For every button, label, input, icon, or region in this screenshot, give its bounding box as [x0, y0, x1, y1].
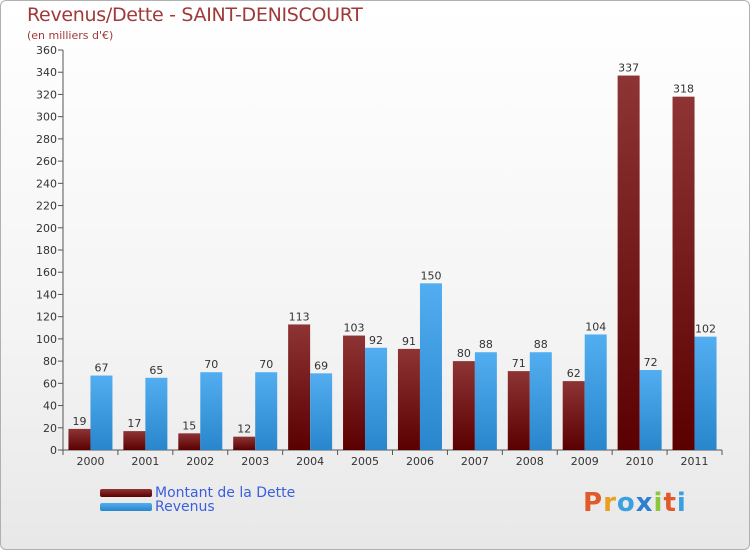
data-label-revenus: 104: [585, 320, 606, 333]
legend-label-revenus: Revenus: [155, 499, 215, 515]
y-tick-label: 140: [36, 288, 57, 301]
proxiti-logo: Proxiti: [583, 488, 687, 518]
data-label-revenus: 69: [314, 359, 328, 372]
x-tick-label: 2002: [186, 455, 214, 468]
data-label-dette: 113: [289, 310, 310, 323]
bar-revenus-2008: [529, 352, 552, 450]
x-tick-label: 2004: [296, 455, 324, 468]
data-label-dette: 17: [127, 417, 141, 430]
data-label-dette: 103: [344, 322, 365, 335]
x-tick-label: 2007: [461, 455, 489, 468]
data-label-revenus: 150: [420, 269, 441, 282]
y-tick-label: 0: [50, 444, 57, 457]
bar-dette-2006: [397, 348, 420, 450]
bar-dette-2008: [507, 371, 530, 450]
x-tick-label: 2003: [241, 455, 269, 468]
y-tick-label: 160: [36, 266, 57, 279]
y-tick-label: 200: [36, 222, 57, 235]
x-tick-label: 2009: [571, 455, 599, 468]
y-tick-label: 260: [36, 155, 57, 168]
bar-revenus-2005: [365, 347, 388, 450]
bar-revenus-2002: [200, 372, 223, 450]
y-tick-label: 40: [43, 400, 57, 413]
x-tick-label: 2000: [76, 455, 104, 468]
bar-dette-2002: [178, 433, 201, 450]
x-tick-label: 2005: [351, 455, 379, 468]
data-label-revenus: 92: [369, 334, 383, 347]
bar-dette-2011: [672, 96, 695, 451]
y-tick-label: 20: [43, 422, 57, 435]
chart-title: Revenus/Dette - SAINT-DENISCOURT: [27, 4, 363, 26]
data-label-dette: 80: [457, 347, 471, 360]
data-label-revenus: 88: [479, 338, 493, 351]
bar-dette-2007: [452, 361, 475, 450]
bar-revenus-2010: [639, 370, 662, 450]
bar-dette-2009: [562, 381, 585, 450]
x-tick-label: 2008: [516, 455, 544, 468]
bar-revenus-2007: [474, 352, 497, 450]
bar-revenus-2003: [255, 372, 278, 450]
y-tick-label: 60: [43, 377, 57, 390]
bar-revenus-2011: [694, 336, 717, 450]
bar-revenus-2001: [145, 377, 168, 450]
x-tick-label: 2001: [131, 455, 159, 468]
chart-subtitle: (en milliers d'€): [27, 29, 114, 42]
bar-dette-2004: [288, 324, 311, 450]
y-tick-label: 340: [36, 66, 57, 79]
y-tick-label: 360: [36, 44, 57, 57]
bar-revenus-2009: [584, 334, 607, 450]
bar-revenus-2004: [310, 373, 333, 450]
data-label-dette: 71: [512, 357, 526, 370]
y-tick-label: 100: [36, 333, 57, 346]
data-label-revenus: 88: [534, 338, 548, 351]
data-label-dette: 91: [402, 335, 416, 348]
y-tick-label: 240: [36, 177, 57, 190]
data-label-revenus: 70: [259, 358, 273, 371]
y-tick-label: 220: [36, 200, 57, 213]
data-label-dette: 337: [618, 62, 639, 75]
bar-dette-2003: [233, 436, 256, 450]
data-label-dette: 15: [182, 419, 196, 432]
bar-dette-2005: [343, 335, 366, 450]
y-tick-label: 300: [36, 111, 57, 124]
x-tick-label: 2011: [681, 455, 709, 468]
y-tick-label: 80: [43, 355, 57, 368]
y-tick-label: 180: [36, 244, 57, 257]
data-label-dette: 19: [72, 415, 86, 428]
bar-dette-2010: [617, 75, 640, 451]
data-label-dette: 318: [673, 83, 694, 96]
legend-swatch-revenus: [100, 503, 152, 511]
bar-revenus-2000: [90, 375, 113, 450]
x-tick-label: 2010: [626, 455, 654, 468]
y-tick-label: 120: [36, 311, 57, 324]
legend-swatch-dette: [100, 489, 152, 497]
data-label-revenus: 67: [94, 362, 108, 375]
y-tick-label: 280: [36, 133, 57, 146]
data-label-revenus: 102: [695, 323, 716, 336]
y-tick-label: 320: [36, 88, 57, 101]
data-label-revenus: 65: [149, 364, 163, 377]
data-label-revenus: 70: [204, 358, 218, 371]
x-tick-label: 2006: [406, 455, 434, 468]
legend-label-dette: Montant de la Dette: [155, 485, 296, 501]
data-label-dette: 12: [237, 423, 251, 436]
bar-revenus-2006: [419, 283, 442, 450]
bar-dette-2000: [68, 428, 91, 450]
data-label-revenus: 72: [644, 356, 658, 369]
bar-dette-2001: [123, 431, 146, 450]
data-label-dette: 62: [567, 367, 581, 380]
